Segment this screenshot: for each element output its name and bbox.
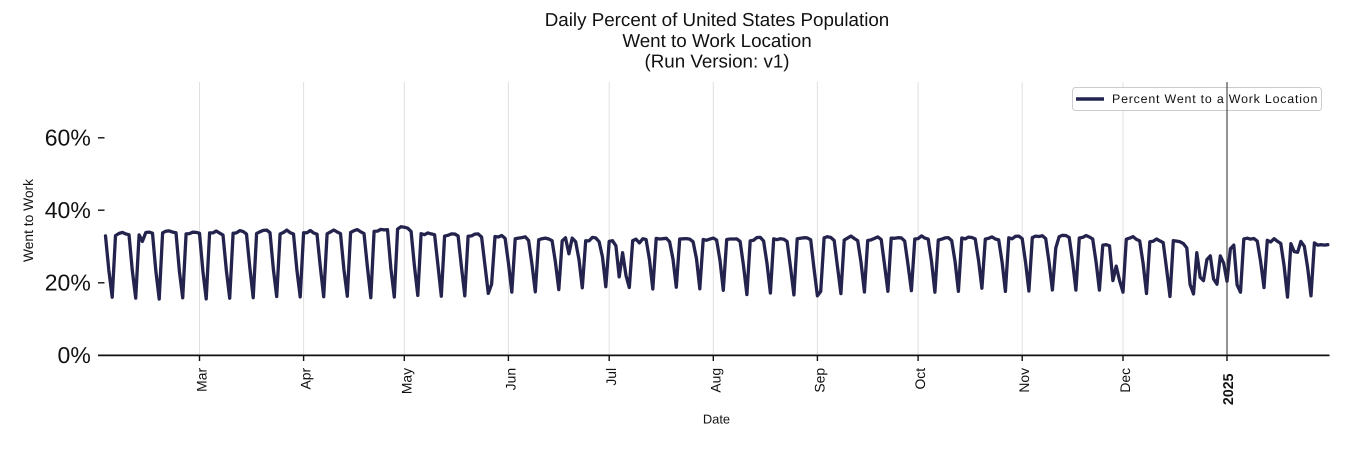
svg-text:Sep: Sep (811, 368, 827, 393)
svg-text:Daily Percent of United States: Daily Percent of United States Populatio… (545, 9, 890, 30)
svg-text:Percent Went to a Work Locatio: Percent Went to a Work Location (1112, 92, 1318, 106)
svg-text:(Run Version: v1): (Run Version: v1) (644, 50, 789, 71)
svg-text:Oct: Oct (912, 368, 928, 390)
svg-text:Went to Work: Went to Work (21, 179, 36, 262)
svg-text:Mar: Mar (194, 368, 210, 392)
svg-text:Nov: Nov (1016, 368, 1032, 393)
svg-text:Jun: Jun (502, 368, 518, 390)
svg-text:Aug: Aug (707, 368, 723, 393)
svg-text:Apr: Apr (298, 368, 314, 390)
svg-text:60%: 60% (45, 125, 91, 151)
svg-text:May: May (398, 368, 414, 394)
svg-text:20%: 20% (45, 270, 91, 296)
svg-text:40%: 40% (45, 197, 91, 223)
svg-text:Date: Date (703, 412, 730, 427)
svg-text:Dec: Dec (1117, 368, 1133, 393)
svg-text:2025: 2025 (1221, 373, 1237, 405)
svg-text:0%: 0% (58, 342, 91, 368)
svg-text:Went to Work Location: Went to Work Location (622, 30, 811, 51)
svg-text:Jul: Jul (603, 368, 619, 386)
